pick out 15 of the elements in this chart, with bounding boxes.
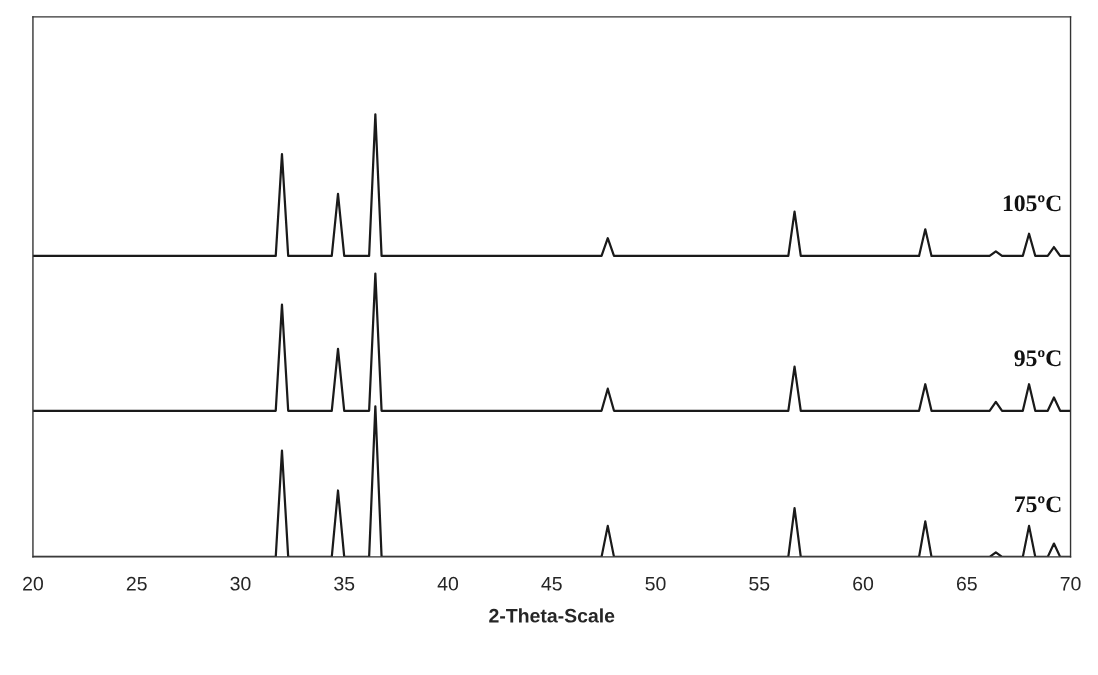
x-tick-label: 70 bbox=[1060, 576, 1081, 591]
x-tick-label: 65 bbox=[956, 576, 977, 591]
x-tick-label: 20 bbox=[23, 576, 43, 591]
x-tick-label: 35 bbox=[334, 576, 355, 591]
x-tick-label: 40 bbox=[437, 576, 459, 591]
x-axis-title: 2-Theta-Scale bbox=[489, 608, 615, 623]
x-tick-label: 30 bbox=[230, 576, 251, 591]
series-label: 95ºC bbox=[1014, 350, 1061, 367]
x-tick-label: 50 bbox=[645, 576, 666, 591]
series-label: 105ºC bbox=[1003, 195, 1061, 212]
series-label: 75ºC bbox=[1015, 496, 1061, 513]
x-tick-label: 55 bbox=[749, 577, 770, 591]
x-tick-label: 25 bbox=[126, 576, 147, 591]
x-tick-label: 60 bbox=[853, 576, 874, 591]
x-tick-label: 45 bbox=[541, 577, 562, 591]
